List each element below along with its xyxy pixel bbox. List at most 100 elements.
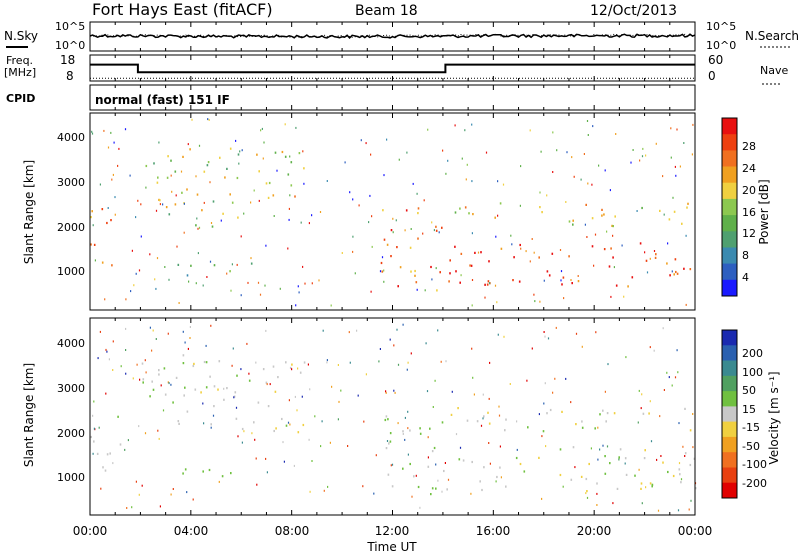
data-cell bbox=[594, 233, 597, 236]
velocity-cbar-tick-200: 200 bbox=[742, 347, 763, 360]
x-axis-label: Time UT bbox=[366, 540, 417, 554]
data-cell bbox=[639, 159, 641, 162]
data-cell bbox=[261, 127, 263, 130]
data-cell bbox=[293, 464, 295, 467]
data-cell bbox=[674, 165, 676, 168]
data-cell bbox=[287, 421, 290, 424]
data-cell bbox=[157, 176, 159, 179]
data-cell bbox=[265, 381, 268, 384]
data-cell bbox=[684, 455, 686, 457]
data-cell bbox=[688, 508, 690, 511]
data-cell bbox=[127, 439, 129, 442]
data-cell bbox=[402, 430, 404, 433]
data-cell bbox=[496, 301, 498, 304]
data-cell bbox=[541, 435, 543, 438]
data-cell bbox=[649, 346, 651, 349]
data-cell bbox=[427, 465, 430, 468]
data-cell bbox=[682, 445, 684, 448]
data-cell bbox=[168, 278, 170, 281]
colorbar-segment bbox=[722, 467, 737, 484]
data-cell bbox=[272, 194, 275, 197]
data-cell bbox=[93, 400, 95, 403]
data-cell bbox=[447, 478, 450, 481]
data-cell bbox=[196, 217, 198, 220]
data-cell bbox=[331, 385, 333, 388]
data-cell bbox=[111, 264, 113, 267]
data-cell bbox=[356, 329, 358, 332]
data-cell bbox=[674, 258, 677, 261]
data-cell bbox=[240, 294, 242, 297]
data-cell bbox=[546, 194, 548, 197]
data-cell bbox=[464, 129, 466, 132]
data-cell bbox=[494, 216, 496, 219]
data-cell bbox=[672, 196, 674, 199]
data-cell bbox=[233, 395, 236, 398]
data-cell bbox=[152, 388, 155, 391]
data-cell bbox=[662, 327, 664, 330]
data-cell bbox=[222, 212, 224, 215]
data-cell bbox=[692, 446, 694, 449]
data-cell bbox=[649, 400, 651, 403]
data-cell bbox=[602, 444, 604, 447]
data-cell bbox=[269, 383, 271, 386]
data-cell bbox=[504, 429, 506, 432]
data-cell bbox=[499, 445, 501, 448]
data-cell bbox=[580, 475, 583, 478]
power-ytick-1000: 1000 bbox=[57, 265, 85, 278]
data-cell bbox=[577, 275, 579, 277]
data-cell bbox=[483, 466, 485, 469]
data-cell bbox=[505, 485, 507, 488]
data-cell bbox=[391, 463, 394, 466]
data-cell bbox=[389, 440, 392, 443]
data-cell bbox=[449, 259, 451, 262]
noise-left-bottom-tick: 10^0 bbox=[55, 39, 85, 52]
data-cell bbox=[511, 243, 513, 246]
data-cell bbox=[100, 487, 102, 490]
beam-title: Beam 18 bbox=[355, 3, 418, 19]
data-cell bbox=[572, 219, 574, 222]
data-cell bbox=[105, 392, 107, 395]
data-cell bbox=[692, 123, 694, 126]
data-cell bbox=[226, 387, 228, 390]
data-cell bbox=[531, 238, 533, 240]
data-cell bbox=[598, 164, 600, 167]
data-cell bbox=[687, 202, 689, 205]
data-cell bbox=[587, 182, 589, 185]
data-cell bbox=[643, 457, 646, 460]
data-cell bbox=[394, 391, 396, 394]
data-cell bbox=[525, 250, 527, 253]
data-cell bbox=[144, 359, 146, 362]
data-cell bbox=[126, 507, 128, 509]
data-cell bbox=[447, 159, 449, 162]
data-cell bbox=[484, 283, 486, 286]
colorbar-segment bbox=[722, 406, 737, 423]
data-cell bbox=[642, 147, 644, 150]
data-cell bbox=[575, 332, 578, 335]
data-cell bbox=[91, 210, 93, 213]
data-cell bbox=[454, 211, 457, 214]
power-cbar-tick-24: 24 bbox=[742, 162, 756, 175]
data-cell bbox=[529, 260, 531, 263]
noise-right-bottom-tick: 10^0 bbox=[706, 39, 736, 52]
velocity-cbar-tick-100: 100 bbox=[742, 366, 763, 379]
data-cell bbox=[613, 412, 616, 415]
data-cell bbox=[685, 303, 687, 306]
data-cell bbox=[410, 270, 412, 273]
data-cell bbox=[670, 127, 672, 130]
velocity-ylabel: Slant Range [km] bbox=[22, 363, 36, 467]
data-cell bbox=[318, 279, 320, 282]
data-cell bbox=[614, 215, 616, 218]
data-cell bbox=[195, 282, 197, 285]
data-cell bbox=[303, 361, 306, 364]
data-cell bbox=[164, 393, 167, 396]
colorbar-segment bbox=[722, 375, 737, 392]
x-axis bbox=[89, 22, 696, 515]
data-cell bbox=[471, 180, 473, 183]
data-cell bbox=[217, 388, 219, 391]
data-cell bbox=[296, 409, 298, 412]
data-cell bbox=[375, 454, 377, 457]
data-cell bbox=[640, 407, 642, 410]
data-cell bbox=[549, 408, 552, 412]
data-cell bbox=[404, 438, 406, 441]
data-cell bbox=[383, 174, 385, 177]
